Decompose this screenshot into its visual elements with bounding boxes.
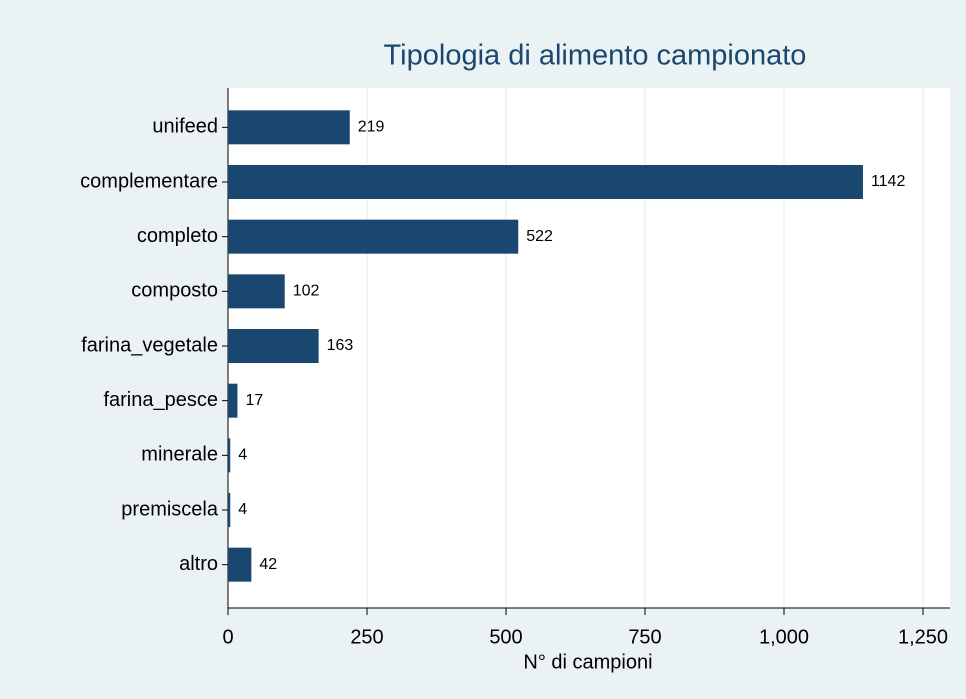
bar <box>228 110 350 145</box>
bar <box>228 547 252 582</box>
data-label: 4 <box>238 447 247 464</box>
y-tick-label: altro <box>179 553 218 575</box>
x-tick-label: 1,250 <box>898 626 948 648</box>
y-tick-label: complementare <box>80 170 218 192</box>
y-tick-label: premiscela <box>121 498 219 520</box>
y-tick-label: minerale <box>141 444 218 466</box>
x-tick-label: 0 <box>222 626 233 648</box>
bar <box>228 219 519 254</box>
x-tick-label: 500 <box>489 626 522 648</box>
bar <box>228 438 231 473</box>
data-label: 219 <box>358 119 385 136</box>
y-tick-label: unifeed <box>152 116 218 138</box>
chart-title: Tipologia di alimento campionato <box>384 40 807 72</box>
x-tick-label: 250 <box>350 626 383 648</box>
bar <box>228 274 285 309</box>
data-label: 4 <box>238 501 247 518</box>
bar <box>228 383 238 418</box>
data-label: 42 <box>259 556 277 573</box>
x-axis-label: N° di campioni <box>523 651 652 673</box>
y-tick-label: farina_vegetale <box>81 334 218 356</box>
y-tick-label: completo <box>137 225 218 247</box>
data-label: 163 <box>327 337 354 354</box>
y-tick-label: farina_pesce <box>103 389 218 411</box>
x-tick-label: 750 <box>628 626 661 648</box>
data-label: 17 <box>245 392 263 409</box>
y-tick-label: composto <box>131 280 218 302</box>
data-label: 522 <box>526 228 553 245</box>
data-label: 102 <box>293 283 320 300</box>
data-label: 1142 <box>871 173 906 190</box>
bar <box>228 493 231 527</box>
x-tick-label: 1,000 <box>759 626 809 648</box>
bar <box>228 329 319 363</box>
bar <box>228 165 863 199</box>
